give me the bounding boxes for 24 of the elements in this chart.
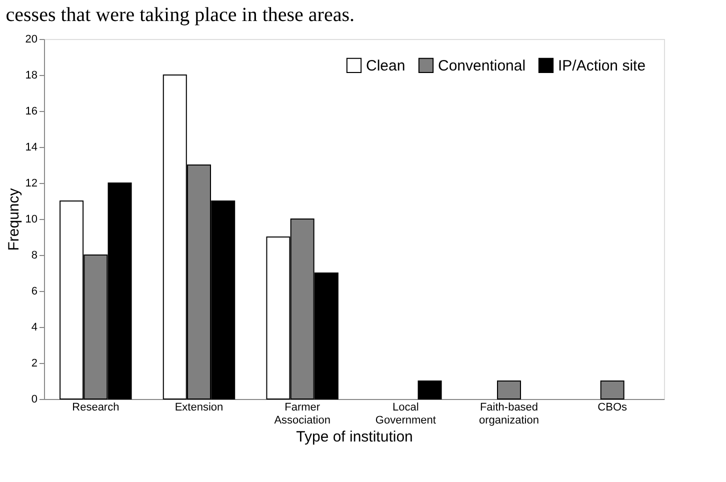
x-tick-label: CBOs <box>598 402 628 414</box>
x-tick-label: Farmer Association <box>274 402 330 426</box>
y-tick-label: 2 <box>31 358 38 370</box>
legend-label: IP/Action site <box>558 57 646 74</box>
y-axis-title: Frequncy <box>5 188 22 251</box>
y-tick-label: 6 <box>31 286 38 298</box>
y-tick-label: 12 <box>25 178 38 190</box>
y-tick-label: 8 <box>31 250 38 262</box>
text: cesses that were taking place in these areas. <box>6 4 354 26</box>
x-tick-label: Research <box>72 402 120 414</box>
y-tick-label: 14 <box>25 142 38 154</box>
bar <box>418 380 442 400</box>
y-tick-label: 10 <box>25 214 38 226</box>
y-tick-label: 18 <box>25 70 38 82</box>
x-axis-title: Type of institution <box>296 428 413 446</box>
x-tick-label: Local Government <box>375 402 436 426</box>
legend-label: Conventional <box>438 57 526 74</box>
y-tick-label: 4 <box>31 322 38 334</box>
y-tick-label: 20 <box>25 34 38 46</box>
y-tick-label: 0 <box>31 394 38 406</box>
legend-label: Clean <box>366 57 406 74</box>
y-tick-label: 16 <box>25 106 38 118</box>
x-tick-label: Extension <box>174 402 224 414</box>
x-tick-label: Faith-based organization <box>479 402 539 426</box>
